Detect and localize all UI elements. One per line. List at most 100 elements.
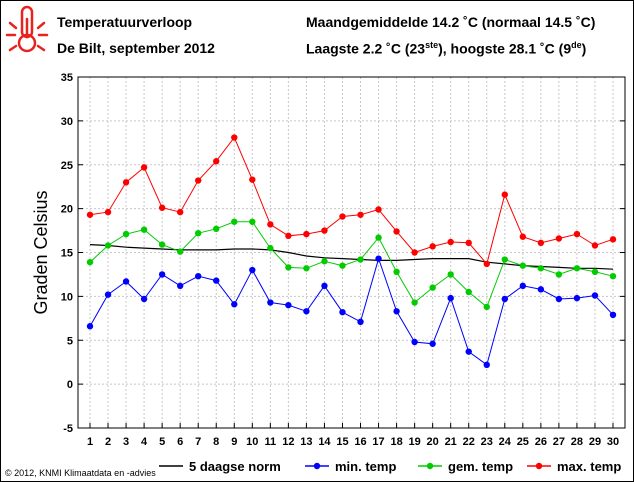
series-line [89,244,614,270]
data-point [411,299,418,306]
x-tick-label: 12 [282,436,294,448]
y-tick-label: 25 [61,160,73,172]
data-point [86,258,94,266]
y-axis-label: Graden Celsius [31,190,51,314]
data-point [104,291,112,298]
legend-item: gem. temp [418,459,513,474]
legend-label: min. temp [335,459,396,474]
data-point [411,338,418,346]
x-tick-label: 13 [300,436,312,448]
y-tick-label: -5 [63,423,73,435]
data-point [429,243,436,250]
x-tick-label: 27 [553,436,565,448]
data-point [357,256,364,263]
legend-marker [313,462,321,470]
min-day-suffix: ste [425,40,439,50]
x-tick-label: 3 [123,436,129,448]
data-point [267,299,274,306]
data-point [213,158,220,165]
grid [78,77,625,428]
x-tick-label: 6 [177,436,183,448]
data-point [321,282,328,290]
data-point [176,248,184,255]
data-point [501,191,508,198]
x-tick-label: 18 [390,436,402,448]
data-point [267,244,274,252]
x-tick-label: 22 [463,436,475,448]
data-point [122,230,130,238]
x-tick-label: 23 [481,436,493,448]
x-tick-label: 29 [589,436,601,448]
min-max-text-c: ) [581,40,587,57]
data-point [357,211,364,218]
legend-marker [426,462,434,470]
data-point [591,292,599,299]
data-point [231,301,238,308]
data-point [285,232,292,240]
data-point [429,340,436,347]
y-tick-label: 0 [67,379,73,391]
data-point [140,164,148,171]
data-point [195,229,202,237]
data-point [501,256,508,263]
x-tick-label: 28 [571,436,583,448]
data-point [140,226,148,233]
series-line [89,256,614,366]
chart-title: Temperatuurverloop [57,14,193,30]
data-point [537,239,545,247]
legend-label: gem. temp [448,459,513,474]
data-point [447,271,454,278]
data-point [519,262,527,269]
data-point [86,323,94,330]
data-point [483,303,490,311]
x-tick-label: 8 [213,436,219,448]
data-point [591,268,599,276]
x-tick-label: 2 [105,436,111,448]
data-point [321,227,328,234]
data-point [176,208,184,216]
data-point [465,288,472,296]
data-point [195,177,202,184]
data-point [357,318,364,326]
y-tick-label: 5 [67,335,73,347]
data-point [519,233,527,240]
y-tick-label: 35 [61,72,73,84]
y-tick-label: 20 [61,204,73,216]
series-gem-temp [86,218,617,311]
data-point [213,225,220,233]
data-point [285,264,292,271]
data-point [176,282,184,290]
min-max-summary: Laagste 2.2 ˚C (23ste), hoogste 28.1 ˚C … [306,40,586,57]
copyright: © 2012, KNMI Klimaatdata en -advies [5,468,156,478]
y-tick-label: 15 [61,248,73,260]
legend-label: max. temp [557,459,621,474]
data-point [555,295,563,303]
data-point [249,266,256,274]
data-point [158,204,166,211]
data-point [411,249,418,256]
data-point [483,260,490,268]
x-tick-label: 30 [607,436,619,448]
data-point [104,208,112,216]
data-point [303,308,310,315]
x-tick-label: 14 [318,436,331,448]
series-min-temp [86,255,617,369]
monthly-average: Maandgemiddelde 14.2 ˚C (normaal 14.5 ˚C… [306,14,596,30]
data-point [573,265,581,272]
legend-item: min. temp [305,459,396,474]
x-tick-label: 7 [195,436,201,448]
x-tick-label: 19 [408,436,420,448]
x-tick-label: 17 [372,436,384,448]
data-point [158,271,166,278]
data-point [537,265,545,272]
data-point [429,284,436,291]
chart-subtitle: De Bilt, september 2012 [57,40,215,56]
data-point [213,277,220,284]
data-point [375,234,382,241]
data-point [573,230,581,238]
data-point [231,134,238,141]
data-point [339,213,346,220]
data-point [537,286,545,293]
